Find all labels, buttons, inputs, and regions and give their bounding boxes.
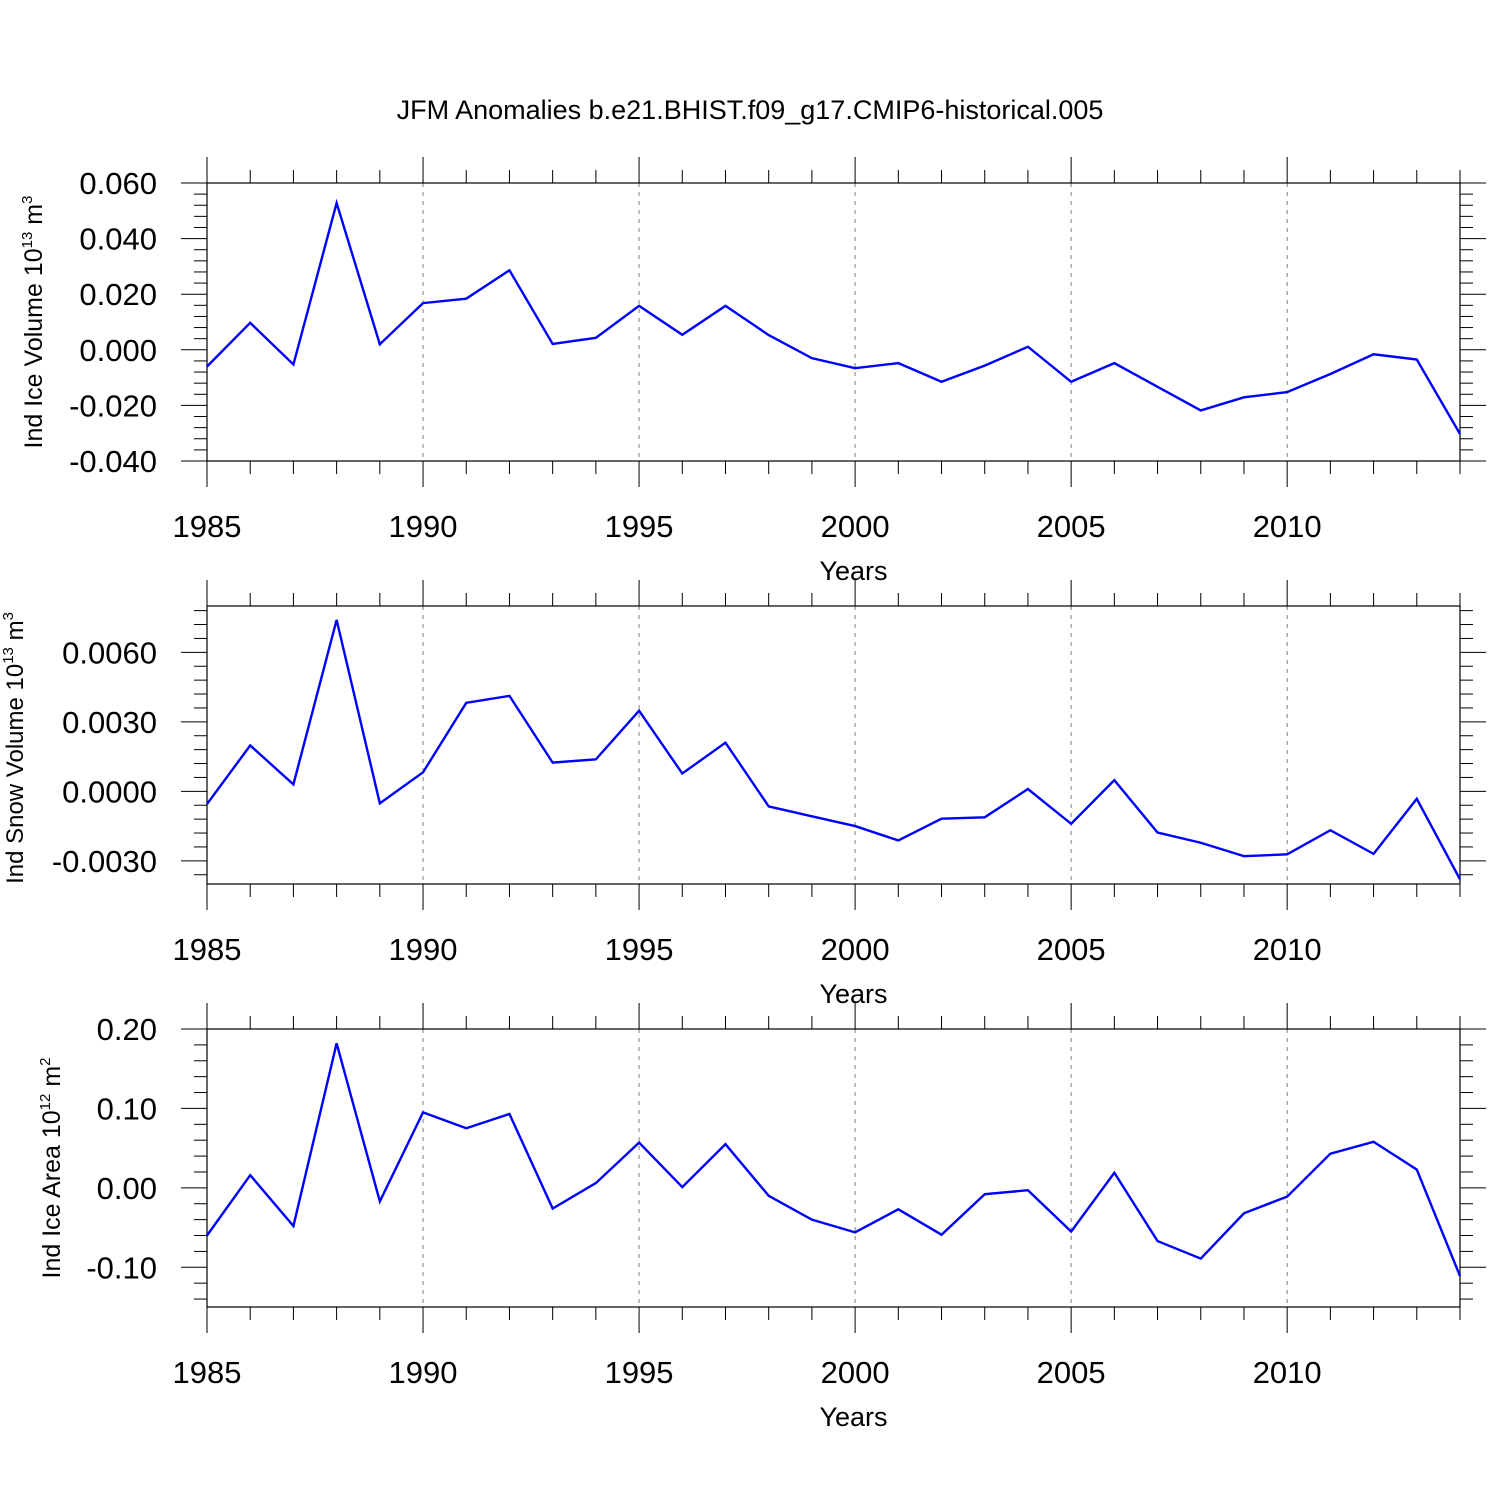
figure-title: JFM Anomalies b.e21.BHIST.f09_g17.CMIP6-… <box>397 95 1104 125</box>
x-tick-label: 2005 <box>1037 1355 1106 1390</box>
x-tick-label: 2000 <box>821 932 890 967</box>
x-tick-label: 1990 <box>389 932 458 967</box>
y-axis-label: Ind Snow Volume 1013 m3 <box>0 612 29 884</box>
y-tick-label: -0.020 <box>69 388 157 423</box>
series-line <box>206 1042 1462 1277</box>
y-tick-label: 0.20 <box>97 1012 157 1047</box>
plot-frame <box>206 182 1461 462</box>
y-tick-label: 0.00 <box>97 1171 157 1206</box>
y-tick-label: 0.000 <box>79 333 157 368</box>
x-tick-label: 1985 <box>173 1355 242 1390</box>
x-tick-label: 1990 <box>389 509 458 544</box>
x-tick-label: 2010 <box>1253 932 1322 967</box>
y-tick-label: 0.040 <box>79 222 157 257</box>
series-line <box>206 619 1462 880</box>
y-tick-label: -0.10 <box>86 1250 157 1285</box>
panel-1: 1985 1990 1995 2000 2005 2010 Years -0.040 -0.02… <box>19 157 1486 586</box>
y-tick-label: 0.0060 <box>62 635 157 670</box>
plot-frame <box>206 1028 1461 1308</box>
y-tick-label: 0.10 <box>97 1091 157 1126</box>
x-tick-label: 1995 <box>605 932 674 967</box>
x-tick-label: 2005 <box>1037 932 1106 967</box>
x-tick-label: 2000 <box>821 1355 890 1390</box>
y-tick-label: 0.020 <box>79 277 157 312</box>
x-tick-label: 2010 <box>1253 509 1322 544</box>
series-line <box>206 198 1462 435</box>
x-tick-label: 1995 <box>605 1355 674 1390</box>
panels: 1985 1990 1995 2000 2005 2010 Years -0.040 -0.02… <box>0 157 1486 1432</box>
y-axis-label: Ind Ice Area 1012 m2 <box>37 1058 66 1279</box>
y-tick-label: -0.040 <box>69 444 157 479</box>
y-tick-label: 0.0030 <box>62 705 157 740</box>
x-tick-label: 1990 <box>389 1355 458 1390</box>
x-tick-label: 2000 <box>821 509 890 544</box>
panel-3: 1985 1990 1995 2000 2005 2010 Years -0.10 0.00 0.… <box>37 1003 1486 1432</box>
x-tick-label: 1985 <box>173 509 242 544</box>
x-axis-label: Years <box>819 1402 887 1432</box>
x-tick-label: 2005 <box>1037 509 1106 544</box>
x-tick-label: 2010 <box>1253 1355 1322 1390</box>
y-axis-label: Ind Ice Volume 1013 m3 <box>19 196 48 449</box>
panel-2: 1985 1990 1995 2000 2005 2010 Years -0.0030 0.00… <box>0 580 1486 1009</box>
x-tick-label: 1995 <box>605 509 674 544</box>
plot-frame <box>206 605 1461 885</box>
x-axis-label: Years <box>819 556 887 586</box>
y-tick-label: -0.0030 <box>52 844 157 879</box>
y-tick-label: 0.060 <box>79 166 157 201</box>
x-tick-label: 1985 <box>173 932 242 967</box>
y-tick-label: 0.0000 <box>62 774 157 809</box>
x-axis-label: Years <box>819 979 887 1009</box>
